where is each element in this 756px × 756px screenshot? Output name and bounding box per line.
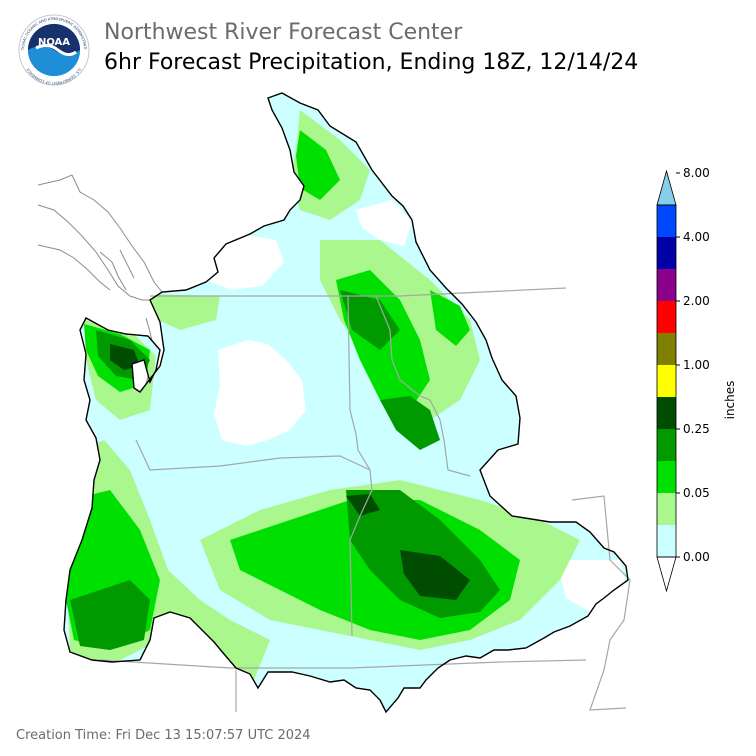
precipitation-field bbox=[64, 93, 628, 712]
colorbar-bin bbox=[657, 493, 676, 525]
colorbar-bin bbox=[657, 205, 676, 237]
colorbar-ticks: 0.00 0.05 0.25 1.00 2.00 4.00 8.00 bbox=[676, 166, 710, 564]
colorbar-extend-min bbox=[656, 556, 677, 593]
colorbar-bin bbox=[657, 269, 676, 301]
colorbar-tick-label: 0.00 bbox=[683, 550, 710, 564]
colorbar-tick-label: 0.05 bbox=[683, 486, 710, 500]
logo-text: NOAA bbox=[38, 37, 70, 48]
colorbar-tick-label: 8.00 bbox=[683, 166, 710, 180]
basin-boundary bbox=[63, 92, 629, 714]
colorbar-segments bbox=[656, 169, 677, 593]
colorbar-bin bbox=[657, 237, 676, 269]
colorbar-tick-label: 0.25 bbox=[683, 422, 710, 436]
noaa-logo: NOAA NATIONAL OCEANIC AND ATMOSPHERIC AD… bbox=[18, 14, 90, 86]
colorbar-bin bbox=[657, 301, 676, 333]
precip-colorbar: 0.00 0.05 0.25 1.00 2.00 4.00 8.00 inches bbox=[656, 166, 737, 593]
creation-time: Creation Time: Fri Dec 13 15:07:57 UTC 2… bbox=[16, 728, 311, 743]
colorbar-tick-label: 1.00 bbox=[683, 358, 710, 372]
colorbar-bin bbox=[657, 365, 676, 397]
colorbar-extend-max bbox=[656, 169, 677, 206]
colorbar-bin bbox=[657, 429, 676, 461]
colorbar-tick-label: 2.00 bbox=[683, 294, 710, 308]
product-title: 6hr Forecast Precipitation, Ending 18Z, … bbox=[104, 50, 639, 75]
agency-title: Northwest River Forecast Center bbox=[104, 20, 463, 45]
colorbar-bin bbox=[657, 333, 676, 365]
colorbar-outline bbox=[656, 204, 677, 558]
colorbar-bin bbox=[657, 461, 676, 493]
colorbar-unit-label: inches bbox=[723, 381, 737, 420]
state-boundaries bbox=[99, 287, 631, 712]
colorbar-bin bbox=[657, 397, 676, 429]
colorbar-bin bbox=[657, 525, 676, 557]
colorbar-tick-label: 4.00 bbox=[683, 230, 710, 244]
